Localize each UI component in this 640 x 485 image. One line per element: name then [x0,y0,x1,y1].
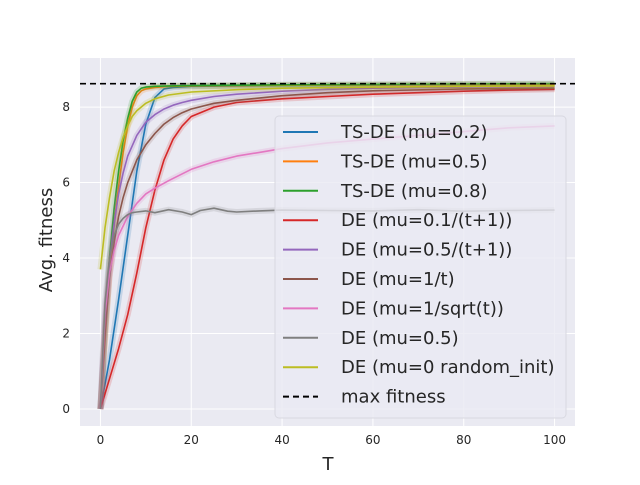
legend-label: DE (mu=0.5) [341,328,459,349]
legend-label: max fitness [341,387,446,408]
x-tick-label: 0 [97,433,105,447]
legend-label: DE (mu=0.1/(t+1)) [341,210,512,231]
y-tick-label: 8 [62,100,70,114]
legend-label: DE (mu=0 random_init) [341,357,554,378]
legend-label: DE (mu=1/t) [341,269,455,290]
x-tick-label: 100 [543,433,566,447]
x-tick-label: 20 [184,433,199,447]
x-tick-label: 60 [365,433,380,447]
x-tick-label: 80 [456,433,471,447]
y-axis-label: Avg. fitness [36,188,57,292]
x-tick-label: 40 [274,433,289,447]
series-line-6 [99,87,555,410]
legend-label: TS-DE (mu=0.8) [340,181,488,202]
series-line-4 [99,88,555,410]
y-tick-label: 0 [62,402,70,416]
series-line-3 [99,82,555,410]
tick-labels: 0 20 40 60 80 100 0 2 4 6 8 [62,100,566,447]
series-line-9 [99,85,555,270]
legend-label: TS-DE (mu=0.5) [340,151,488,172]
legend-label: DE (mu=0.5/(t+1)) [341,240,512,261]
legend-label: DE (mu=1/sqrt(t)) [341,298,504,319]
series-lines [80,80,575,410]
y-tick-label: 4 [62,251,70,265]
series-line-5 [99,85,555,410]
legend-box [274,115,567,419]
y-tick-label: 2 [62,327,70,341]
x-axis-label: T [322,454,335,475]
y-tick-label: 6 [62,176,70,190]
legend: TS-DE (mu=0.2) TS-DE (mu=0.5) TS-DE (mu=0.… [274,115,567,419]
legend-label: TS-DE (mu=0.2) [340,122,488,143]
